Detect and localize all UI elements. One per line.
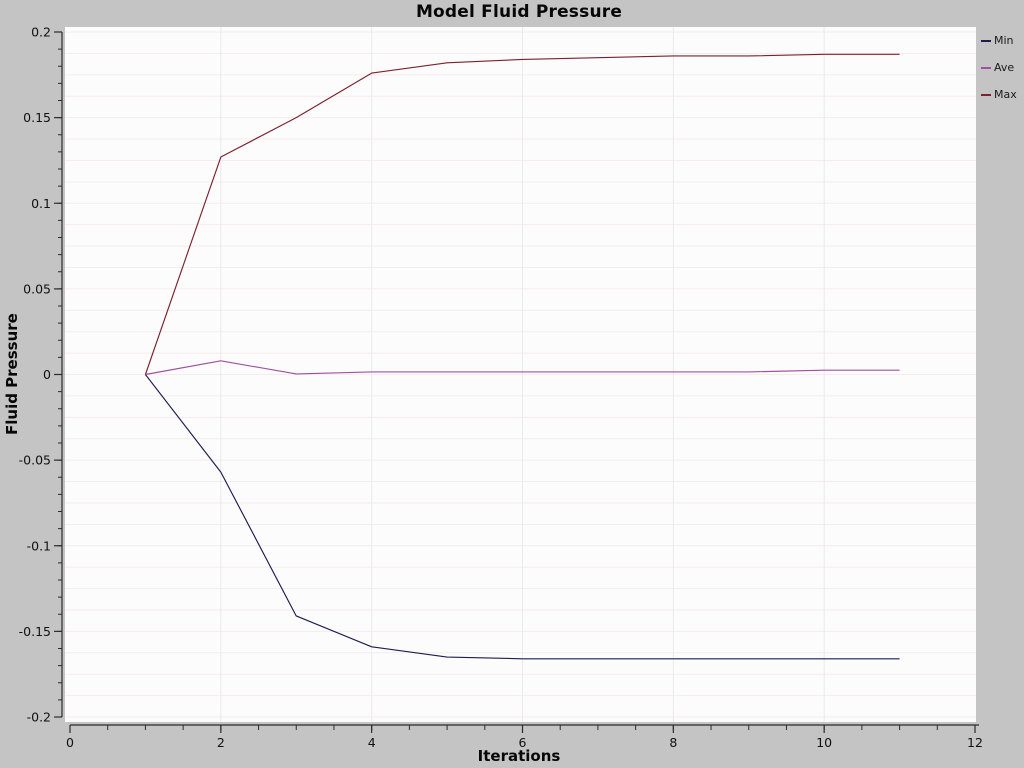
y-tick-label: -0.1 <box>27 538 51 553</box>
y-tick-label: -0.05 <box>19 453 51 468</box>
y-tick-label: 0.1 <box>31 196 51 211</box>
legend-label: Min <box>994 34 1014 47</box>
x-tick-label: 8 <box>669 735 677 750</box>
max-series-marker-icon <box>981 93 991 96</box>
series-line-max <box>144 53 900 375</box>
series-line-ave <box>145 360 900 376</box>
ave-series-marker-icon <box>981 66 991 69</box>
x-axis-label: Iterations <box>477 747 561 765</box>
series-line-min <box>144 374 900 660</box>
x-tick-label: 4 <box>368 735 376 750</box>
x-tick-label: 0 <box>66 735 74 750</box>
x-tick-label: 2 <box>217 735 225 750</box>
legend-label: Max <box>994 88 1017 101</box>
y-tick-label: -0.15 <box>19 624 51 639</box>
legend-item-min: Min <box>981 27 1024 54</box>
x-tick-label: 6 <box>519 735 527 750</box>
legend-item-max: Max <box>981 81 1024 108</box>
x-tick-label: 10 <box>816 735 832 750</box>
legend-label: Ave <box>994 61 1015 74</box>
min-series-marker-icon <box>981 39 991 42</box>
legend-item-ave: Ave <box>981 54 1024 81</box>
chart-title: Model Fluid Pressure <box>415 2 623 22</box>
y-tick-label: 0.15 <box>23 110 51 125</box>
y-tick-label: 0.05 <box>23 281 51 296</box>
y-tick-label: -0.2 <box>27 710 51 725</box>
y-tick-label: 0.2 <box>31 25 51 40</box>
chart-legend: Min Ave Max <box>981 27 1024 108</box>
y-axis-label: Fluid Pressure <box>3 313 21 436</box>
y-tick-label: 0 <box>43 367 51 382</box>
x-tick-label: 12 <box>967 735 983 750</box>
